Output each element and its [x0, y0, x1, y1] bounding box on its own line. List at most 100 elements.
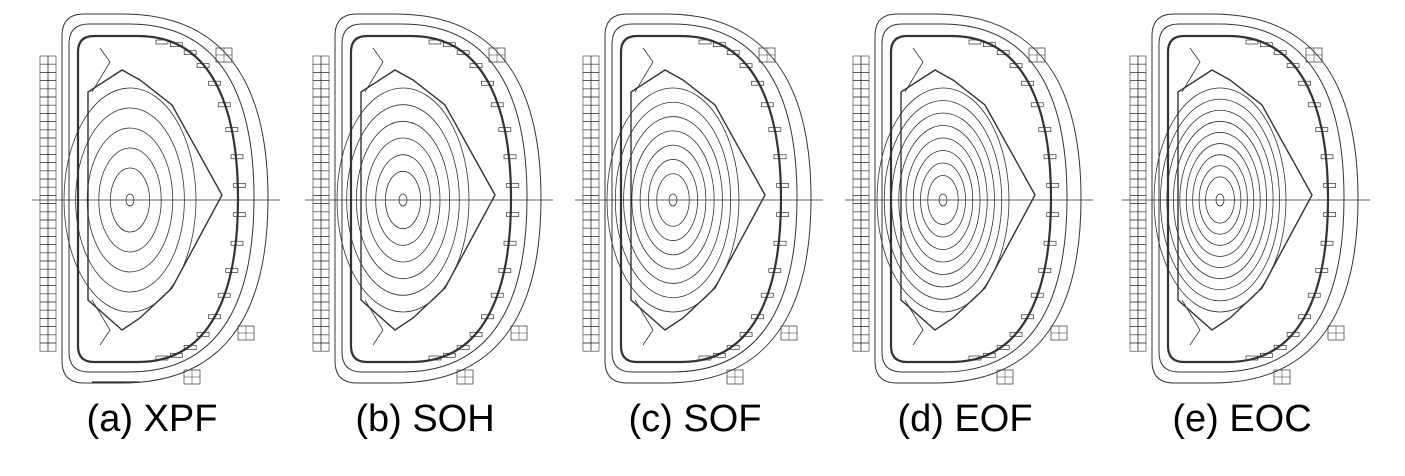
wall-tile — [1323, 212, 1337, 217]
wall-tile — [1030, 292, 1044, 298]
wall-tile — [968, 355, 982, 361]
wall-tile — [760, 292, 774, 298]
wall-tile — [1286, 63, 1300, 69]
coil-cell — [320, 170, 330, 180]
wall-tile — [169, 352, 183, 358]
coil-cell — [1137, 219, 1147, 229]
equilibrium-plot-sof — [575, 13, 823, 385]
wall-tile — [1009, 331, 1023, 337]
coil-cell — [312, 342, 322, 352]
coil-cell — [312, 96, 322, 106]
coil-cell — [1137, 72, 1147, 81]
coil-cell — [1129, 211, 1139, 221]
coil-cell — [1137, 162, 1147, 172]
vessel-wall-contour — [881, 23, 1068, 373]
coil-cell — [590, 113, 600, 122]
coil-cell — [320, 252, 330, 262]
coil-cell — [582, 154, 592, 163]
panel-eof: (d) EOF — [835, 0, 1095, 476]
panel-xpf: (a) XPF — [22, 0, 282, 476]
coil-cell — [1137, 145, 1147, 155]
wall-tile — [726, 344, 740, 350]
coil-cell — [590, 301, 600, 311]
equilibrium-plot-eof — [845, 13, 1093, 385]
wall-tile — [225, 268, 239, 273]
coil-cell — [1129, 326, 1139, 336]
coil-cell — [590, 342, 600, 352]
coil-cell — [590, 252, 600, 262]
coil-cell — [860, 326, 870, 336]
coil-cell — [320, 342, 330, 352]
wall-tile — [1315, 268, 1329, 273]
coil-cell — [320, 104, 330, 114]
wall-tile-segments — [428, 39, 520, 361]
coil-cell — [1129, 80, 1139, 90]
wall-tile — [183, 344, 197, 350]
coil-cell — [852, 293, 862, 303]
coil-cell — [852, 72, 862, 81]
coil-cell — [312, 170, 322, 180]
coil-cell — [582, 260, 592, 270]
coil-cell — [1137, 334, 1147, 344]
pf-coils — [456, 47, 528, 385]
coil-cell — [1129, 162, 1139, 172]
coil-cell — [582, 285, 592, 295]
wall-tile — [1298, 314, 1311, 320]
coil-cell — [320, 55, 330, 65]
coil-cell — [582, 244, 592, 254]
coil-cell — [47, 113, 57, 122]
coil-cell — [582, 219, 592, 229]
coil-cell — [312, 145, 322, 155]
coil-cell — [47, 227, 57, 237]
wall-tile — [1043, 154, 1057, 160]
coil-cell — [320, 211, 330, 221]
wall-tile — [481, 314, 494, 320]
coil-cell — [1129, 293, 1139, 303]
coil-cell — [860, 301, 870, 311]
coil-cell — [852, 252, 862, 262]
coil-cell — [1129, 145, 1139, 155]
coil-cell — [852, 178, 862, 188]
panel-soh: (b) SOH — [295, 0, 555, 476]
wall-tile — [982, 42, 996, 48]
wall-tile — [1245, 355, 1259, 361]
wall-tile — [506, 183, 520, 188]
coil-cell — [39, 318, 49, 327]
coil-cell — [1129, 96, 1139, 106]
coil-cell — [39, 285, 49, 295]
wall-tile — [712, 42, 726, 48]
equilibrium-plot-eoc — [1122, 13, 1370, 385]
coil-cell — [320, 88, 330, 98]
coil-cell — [1129, 88, 1139, 98]
coil-cell — [312, 137, 322, 147]
wall-tile — [712, 352, 726, 358]
wall-tile — [469, 331, 483, 337]
coil-cell — [320, 186, 330, 196]
coil-cell — [39, 203, 49, 213]
solenoid-coil-stack — [1129, 55, 1147, 352]
coil-cell — [47, 195, 57, 204]
coil-cell — [1129, 277, 1139, 286]
coil-cell — [852, 268, 862, 278]
coil-cell — [1137, 293, 1147, 303]
coil-cell — [320, 154, 330, 163]
coil-cell — [590, 219, 600, 229]
lower-divertor-leg — [1181, 299, 1201, 346]
outer-vessel-contour — [61, 13, 269, 384]
pf-coils — [183, 47, 255, 385]
coil-cell — [860, 211, 870, 221]
coil-cell — [312, 326, 322, 336]
coil-cell — [39, 80, 49, 90]
coil-cell — [590, 309, 600, 319]
coil-cell — [1137, 252, 1147, 262]
coil-cell — [852, 145, 862, 155]
coil-cell — [39, 63, 49, 73]
coil-cell — [590, 104, 600, 114]
coil-cell — [47, 211, 57, 221]
coil-cell — [39, 195, 49, 204]
coil-cell — [1137, 96, 1147, 106]
coil-cell — [320, 227, 330, 237]
coil-cell — [860, 170, 870, 180]
coil-cell — [860, 334, 870, 344]
wall-tile — [996, 344, 1010, 350]
